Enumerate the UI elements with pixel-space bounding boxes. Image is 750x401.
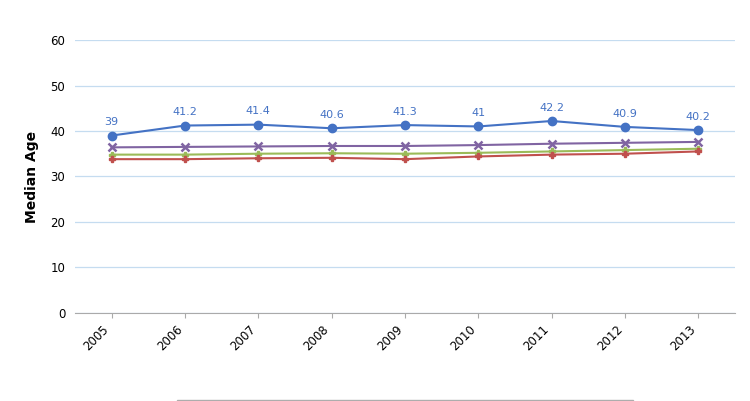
Text: 41.3: 41.3 <box>393 107 417 117</box>
Text: 41.2: 41.2 <box>172 107 197 117</box>
Text: 40.9: 40.9 <box>613 109 638 119</box>
Text: 40.2: 40.2 <box>686 112 711 122</box>
Text: 41.4: 41.4 <box>246 106 271 116</box>
Y-axis label: Median Age: Median Age <box>26 130 39 223</box>
Text: 41: 41 <box>471 108 485 118</box>
Text: 42.2: 42.2 <box>539 103 564 113</box>
Text: 40.6: 40.6 <box>320 110 344 120</box>
Text: 39: 39 <box>104 117 118 127</box>
